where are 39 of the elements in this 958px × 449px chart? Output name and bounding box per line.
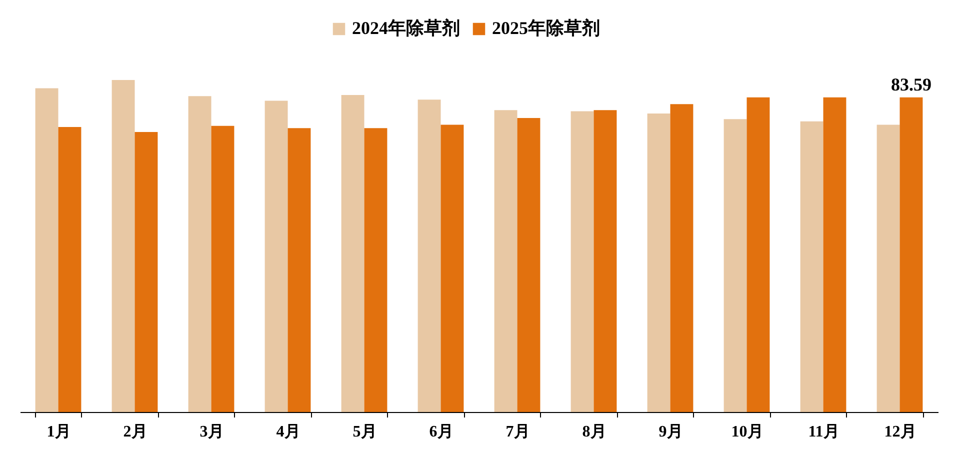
x-tick-label: 3月 — [200, 424, 224, 440]
bar — [112, 80, 135, 412]
x-tick-label: 1月 — [46, 424, 71, 440]
x-tick-label: 2月 — [123, 424, 148, 440]
bar — [341, 95, 364, 412]
bar — [594, 110, 617, 412]
x-tick-label: 9月 — [658, 424, 683, 440]
x-tick-label: 7月 — [506, 424, 530, 440]
x-tick-label: 8月 — [582, 424, 606, 440]
legend-label: 2024年除草剂 — [352, 18, 460, 38]
x-tick-label: 10月 — [731, 424, 764, 440]
bar — [288, 128, 311, 412]
bar — [823, 97, 846, 412]
bar — [900, 97, 923, 412]
bar — [800, 121, 824, 412]
x-tick-label: 11月 — [808, 424, 840, 440]
bar — [35, 88, 58, 412]
bar — [134, 132, 158, 412]
bar — [876, 124, 900, 412]
legend-label: 2025年除草剂 — [492, 18, 600, 38]
bar — [211, 126, 234, 412]
bar — [264, 100, 288, 412]
x-tick-label: 6月 — [429, 424, 454, 440]
bar — [364, 128, 388, 412]
bar — [188, 96, 212, 412]
bar — [517, 118, 540, 412]
bar — [670, 104, 694, 412]
bar — [494, 110, 518, 412]
x-tick-label: 4月 — [276, 424, 300, 440]
data-label: 83.59 — [890, 74, 932, 94]
bar — [647, 114, 670, 412]
x-tick-label: 12月 — [884, 424, 916, 440]
bar — [440, 124, 464, 412]
bar — [418, 100, 441, 412]
bar — [58, 127, 82, 412]
x-tick-label: 5月 — [352, 424, 377, 440]
bar — [724, 119, 747, 412]
bar — [746, 97, 770, 412]
bar — [570, 111, 594, 412]
